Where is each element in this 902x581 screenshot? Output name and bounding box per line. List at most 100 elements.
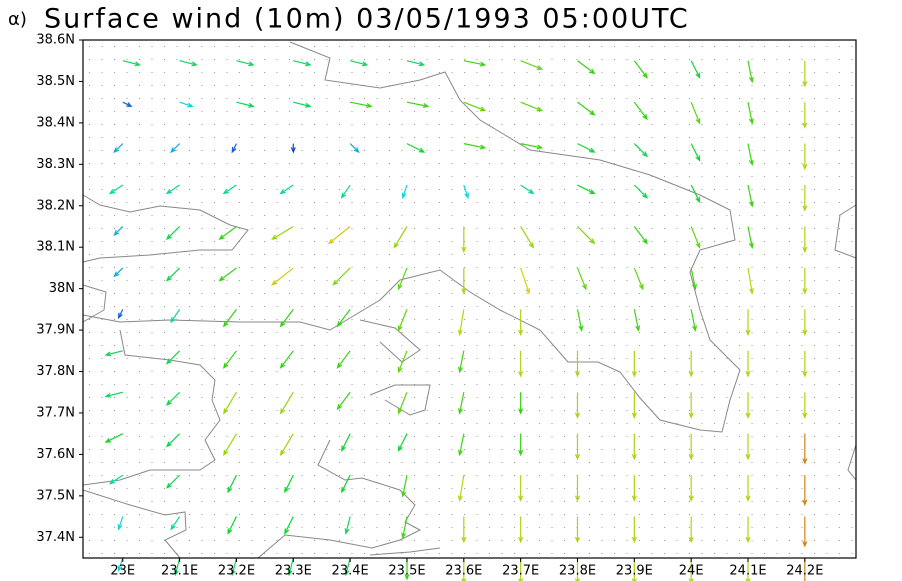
wind-arrow (122, 60, 142, 67)
wind-arrow (802, 516, 808, 548)
wind-arrow (122, 101, 133, 108)
wind-arrow (406, 101, 430, 108)
wind-arrow (518, 558, 524, 581)
x-tick-label: 23.6E (445, 564, 482, 579)
wind-arrow (461, 267, 467, 295)
wind-arrow (104, 433, 124, 443)
wind-arrow (745, 433, 751, 461)
wind-arrow (745, 392, 751, 419)
wind-arrow (631, 558, 637, 581)
wind-arrow (574, 475, 580, 502)
wind-arrow (461, 558, 467, 581)
wind-arrow (745, 558, 751, 581)
wind-arrow (577, 101, 596, 116)
wind-arrow (165, 474, 181, 489)
wind-arrow (518, 475, 524, 502)
wind-arrow (461, 516, 467, 544)
wind-arrow (104, 350, 123, 357)
wind-arrow (802, 143, 808, 171)
wind-arrow (747, 143, 754, 167)
wind-arrow (230, 557, 238, 577)
wind-arrow (688, 516, 694, 544)
wind-arrow (332, 267, 351, 286)
wind-arrow (688, 558, 694, 581)
wind-arrow (349, 143, 360, 154)
wind-arrow (287, 557, 294, 577)
wind-arrow (236, 60, 255, 67)
wind-arrow (223, 433, 237, 457)
wind-arrow (463, 101, 487, 112)
wind-arrow (690, 143, 701, 162)
wind-arrow (688, 475, 694, 502)
wind-arrow (227, 516, 237, 535)
wind-arrow (401, 184, 408, 200)
y-tick-label: 38.6N (36, 33, 75, 48)
wind-arrow (218, 267, 237, 282)
wind-arrow (747, 60, 754, 84)
wind-arrow (631, 392, 637, 419)
wind-arrow (520, 60, 544, 70)
wind-arrow (222, 350, 237, 369)
wind-arrow (397, 350, 408, 374)
wind-arrow (284, 474, 294, 494)
wind-arrow (518, 309, 524, 337)
wind-arrow (222, 184, 237, 195)
wind-arrow (113, 143, 124, 154)
wind-arrow (690, 60, 701, 79)
y-tick-label: 37.9N (36, 323, 75, 338)
wind-arrow (397, 267, 408, 291)
wind-arrow (688, 350, 694, 378)
wind-arrow (341, 474, 351, 494)
wind-arrow (802, 60, 808, 88)
wind-arrow (397, 392, 408, 415)
wind-arrow (165, 350, 181, 365)
wind-arrow (802, 267, 808, 295)
wind-arrow (574, 516, 580, 544)
x-tick-label: 23.2E (218, 564, 255, 579)
wind-arrow (223, 391, 237, 415)
wind-arrow (633, 101, 648, 121)
wind-arrow (113, 267, 124, 278)
wind-arrow (290, 143, 296, 154)
y-tick-label: 37.5N (36, 488, 75, 503)
wind-arrow (457, 475, 465, 502)
wind-arrow (802, 309, 808, 337)
x-tick-label: 24.2E (786, 564, 823, 579)
wind-arrow (165, 184, 180, 195)
x-tick-label: 23.9E (616, 564, 653, 579)
wind-arrow (349, 60, 369, 67)
wind-arrow (174, 557, 181, 577)
wind-arrow (520, 101, 544, 112)
wind-arrow (165, 433, 181, 448)
wind-arrow (520, 226, 535, 249)
wind-arrow (117, 309, 124, 320)
wind-arrow (344, 557, 351, 577)
wind-arrow (802, 392, 808, 419)
y-tick-label: 38N (49, 281, 75, 296)
wind-arrow (457, 309, 465, 337)
wind-arrow (463, 60, 487, 67)
wind-arrow (574, 392, 580, 419)
wind-arrow (336, 391, 351, 411)
wind-arrow (170, 143, 181, 154)
wind-arrow (179, 60, 198, 67)
wind-arrow (117, 516, 124, 531)
wind-arrow (631, 350, 637, 378)
y-tick-label: 38.4N (36, 115, 75, 130)
plot-frame (82, 39, 857, 559)
wind-arrow (463, 184, 470, 200)
wind-arrow (165, 226, 181, 241)
wind-arrow (270, 225, 294, 240)
wind-arrow (520, 143, 544, 150)
wind-arrow (690, 101, 701, 125)
wind-arrow (518, 392, 524, 415)
wind-arrow (688, 392, 694, 419)
wind-arrow (574, 350, 580, 378)
wind-arrow (802, 350, 808, 378)
wind-arrow (631, 475, 637, 502)
wind-arrow (802, 102, 808, 129)
wind-arrow (344, 516, 351, 535)
wind-arrow (518, 516, 524, 544)
wind-arrow (165, 391, 181, 406)
y-tick-label: 38.5N (36, 74, 75, 89)
